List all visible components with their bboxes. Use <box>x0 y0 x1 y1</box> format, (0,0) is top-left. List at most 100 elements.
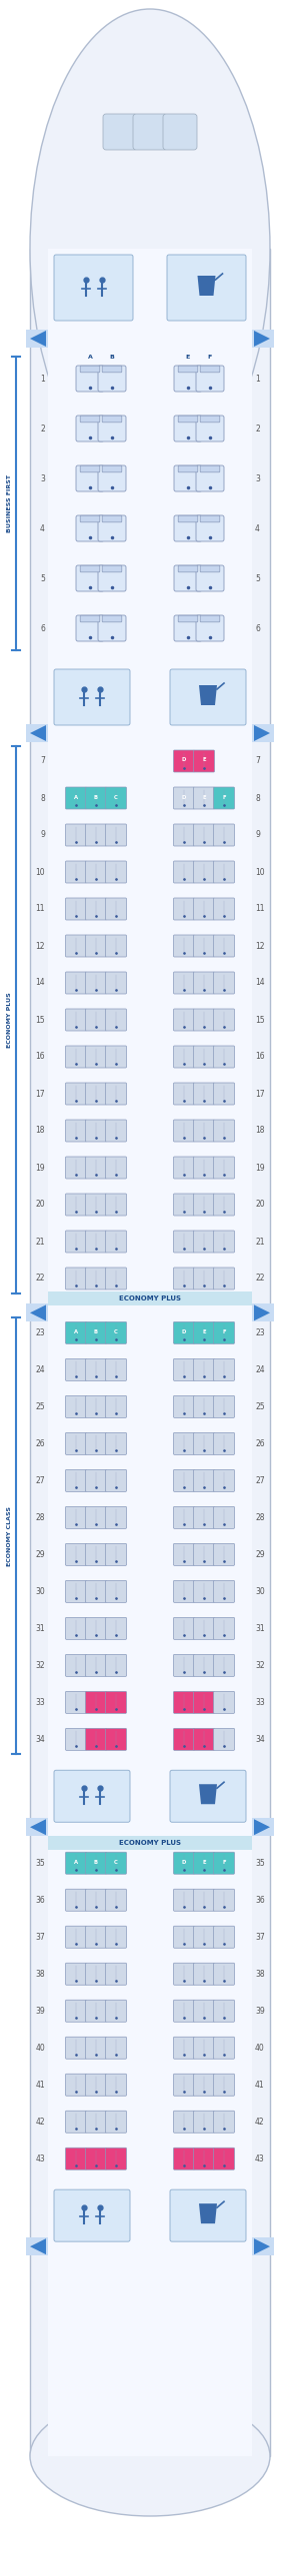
FancyBboxPatch shape <box>85 1358 106 1381</box>
FancyBboxPatch shape <box>65 1121 86 1141</box>
Polygon shape <box>197 276 215 296</box>
FancyBboxPatch shape <box>194 788 214 809</box>
Text: C: C <box>114 1329 118 1334</box>
FancyBboxPatch shape <box>65 2148 86 2169</box>
FancyBboxPatch shape <box>85 1852 106 1875</box>
FancyBboxPatch shape <box>173 1082 194 1105</box>
Text: A: A <box>74 1860 78 1865</box>
FancyBboxPatch shape <box>194 1046 214 1069</box>
FancyBboxPatch shape <box>85 788 106 809</box>
FancyBboxPatch shape <box>196 415 224 440</box>
FancyBboxPatch shape <box>170 1770 246 1821</box>
Text: 14: 14 <box>35 979 45 987</box>
Bar <box>48 250 252 2455</box>
Bar <box>252 2239 274 2257</box>
Text: E: E <box>202 757 206 762</box>
Polygon shape <box>254 726 270 742</box>
Text: 36: 36 <box>255 1896 265 1904</box>
FancyBboxPatch shape <box>106 1728 127 1749</box>
Polygon shape <box>254 1306 270 1321</box>
Text: 3: 3 <box>40 474 45 482</box>
FancyBboxPatch shape <box>214 1396 235 1417</box>
FancyBboxPatch shape <box>214 1432 235 1455</box>
Ellipse shape <box>30 2396 270 2517</box>
FancyBboxPatch shape <box>106 1267 127 1291</box>
Bar <box>26 724 48 742</box>
FancyBboxPatch shape <box>80 466 100 471</box>
FancyBboxPatch shape <box>106 1010 127 1030</box>
FancyBboxPatch shape <box>214 1046 235 1069</box>
FancyBboxPatch shape <box>173 1582 194 1602</box>
FancyBboxPatch shape <box>196 515 224 541</box>
Text: F: F <box>222 793 226 799</box>
Text: 29: 29 <box>255 1551 265 1558</box>
FancyBboxPatch shape <box>214 971 235 994</box>
FancyBboxPatch shape <box>200 366 220 374</box>
FancyBboxPatch shape <box>194 935 214 956</box>
Polygon shape <box>199 2202 217 2223</box>
Text: 39: 39 <box>255 2007 265 2014</box>
FancyBboxPatch shape <box>173 1321 194 1345</box>
FancyBboxPatch shape <box>65 1231 86 1252</box>
Text: ECONOMY PLUS: ECONOMY PLUS <box>119 1839 181 1847</box>
FancyBboxPatch shape <box>65 1999 86 2022</box>
FancyBboxPatch shape <box>85 2110 106 2133</box>
Text: 27: 27 <box>255 1476 265 1486</box>
Text: 6: 6 <box>255 623 260 634</box>
FancyBboxPatch shape <box>85 1157 106 1180</box>
FancyBboxPatch shape <box>133 113 167 149</box>
Text: 9: 9 <box>40 829 45 840</box>
FancyBboxPatch shape <box>173 2110 194 2133</box>
Text: E: E <box>202 1860 206 1865</box>
Text: 7: 7 <box>255 757 260 765</box>
FancyBboxPatch shape <box>85 1618 106 1638</box>
FancyBboxPatch shape <box>214 1010 235 1030</box>
Text: 32: 32 <box>255 1662 265 1669</box>
Bar <box>26 2239 48 2257</box>
Text: B: B <box>94 1329 98 1334</box>
FancyBboxPatch shape <box>214 1582 235 1602</box>
Text: 28: 28 <box>35 1512 45 1522</box>
Polygon shape <box>30 330 46 348</box>
FancyBboxPatch shape <box>65 1193 86 1216</box>
FancyBboxPatch shape <box>76 415 104 440</box>
FancyBboxPatch shape <box>106 1082 127 1105</box>
Polygon shape <box>254 1819 270 1834</box>
FancyBboxPatch shape <box>65 1963 86 1986</box>
FancyBboxPatch shape <box>102 616 122 621</box>
Text: 21: 21 <box>255 1236 265 1247</box>
FancyBboxPatch shape <box>214 1999 235 2022</box>
FancyBboxPatch shape <box>106 1432 127 1455</box>
FancyBboxPatch shape <box>106 1471 127 1492</box>
FancyBboxPatch shape <box>173 1618 194 1638</box>
FancyBboxPatch shape <box>65 1654 86 1677</box>
FancyBboxPatch shape <box>65 824 86 845</box>
FancyBboxPatch shape <box>173 1432 194 1455</box>
FancyBboxPatch shape <box>200 616 220 621</box>
FancyBboxPatch shape <box>173 1231 194 1252</box>
FancyBboxPatch shape <box>85 1507 106 1528</box>
Text: 30: 30 <box>35 1587 45 1597</box>
FancyBboxPatch shape <box>194 899 214 920</box>
FancyBboxPatch shape <box>80 616 100 621</box>
FancyBboxPatch shape <box>106 1396 127 1417</box>
FancyBboxPatch shape <box>65 860 86 884</box>
FancyBboxPatch shape <box>214 2148 235 2169</box>
Text: 33: 33 <box>35 1698 45 1708</box>
Text: 43: 43 <box>35 2154 45 2164</box>
Text: ECONOMY CLASS: ECONOMY CLASS <box>8 1507 13 1566</box>
Text: 15: 15 <box>255 1015 265 1025</box>
FancyBboxPatch shape <box>173 1121 194 1141</box>
FancyBboxPatch shape <box>85 2148 106 2169</box>
FancyBboxPatch shape <box>214 1121 235 1141</box>
Text: 40: 40 <box>255 2043 265 2053</box>
FancyBboxPatch shape <box>194 1852 214 1875</box>
FancyBboxPatch shape <box>173 1728 194 1749</box>
Text: E: E <box>202 1329 206 1334</box>
FancyBboxPatch shape <box>178 415 198 422</box>
Bar <box>26 1303 48 1321</box>
Text: 12: 12 <box>35 940 45 951</box>
FancyBboxPatch shape <box>54 2190 130 2241</box>
Text: 40: 40 <box>35 2043 45 2053</box>
FancyBboxPatch shape <box>214 1157 235 1180</box>
